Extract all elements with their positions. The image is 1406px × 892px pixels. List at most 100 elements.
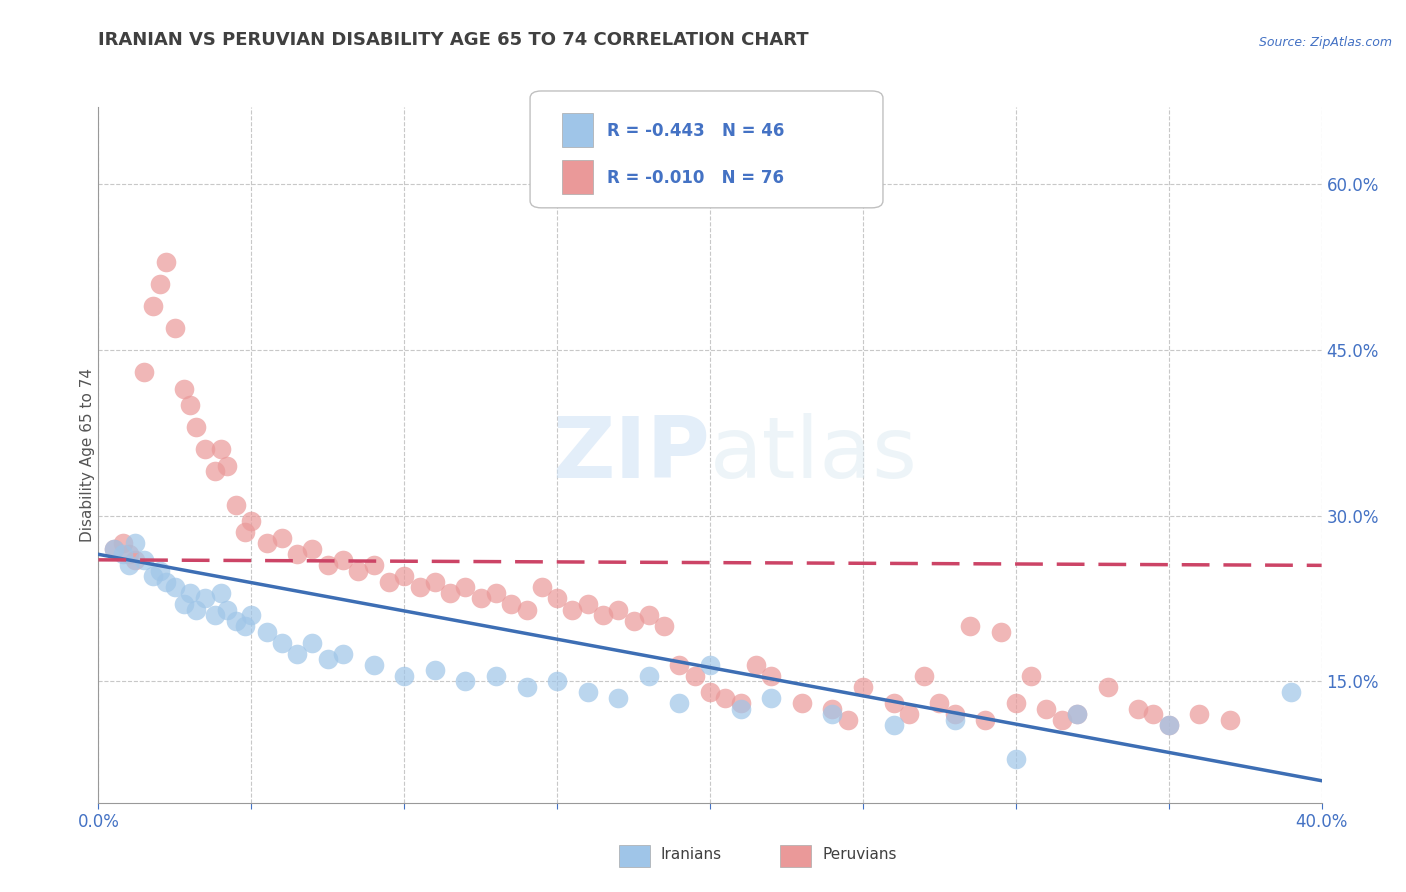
Point	[1157, 718, 1180, 732]
Point	[1004, 697, 1026, 711]
Point	[485, 586, 508, 600]
Point	[233, 619, 256, 633]
Point	[155, 574, 177, 589]
Point	[163, 321, 186, 335]
Point	[1050, 713, 1073, 727]
Point	[1128, 702, 1150, 716]
Point	[149, 277, 172, 291]
Point	[256, 624, 278, 639]
Point	[204, 465, 226, 479]
Point	[392, 669, 416, 683]
Point	[1157, 718, 1180, 732]
Point	[378, 574, 401, 589]
Point	[790, 697, 813, 711]
Point	[1004, 751, 1026, 765]
Point	[928, 697, 950, 711]
Point	[209, 586, 232, 600]
Point	[186, 602, 208, 616]
Point	[194, 442, 217, 457]
Point	[1066, 707, 1088, 722]
Point	[683, 669, 706, 683]
Point	[240, 514, 263, 528]
Point	[974, 713, 997, 727]
Point	[332, 553, 354, 567]
Text: Peruvians: Peruvians	[823, 847, 897, 862]
Point	[759, 690, 782, 705]
Y-axis label: Disability Age 65 to 74: Disability Age 65 to 74	[80, 368, 94, 542]
Point	[1035, 702, 1057, 716]
Point	[332, 647, 354, 661]
Point	[134, 365, 156, 379]
Point	[240, 608, 263, 623]
Point	[668, 657, 690, 672]
Point	[501, 597, 523, 611]
Point	[607, 602, 630, 616]
Point	[745, 657, 768, 672]
Point	[163, 581, 186, 595]
Point	[454, 581, 477, 595]
Point	[209, 442, 232, 457]
Point	[990, 624, 1012, 639]
Point	[837, 713, 859, 727]
Point	[576, 597, 599, 611]
Point	[652, 619, 675, 633]
Point	[821, 702, 844, 716]
Point	[111, 536, 134, 550]
Point	[897, 707, 920, 722]
Point	[516, 680, 538, 694]
Point	[363, 657, 385, 672]
Point	[561, 602, 583, 616]
Point	[111, 547, 134, 561]
Point	[285, 547, 308, 561]
Text: IRANIAN VS PERUVIAN DISABILITY AGE 65 TO 74 CORRELATION CHART: IRANIAN VS PERUVIAN DISABILITY AGE 65 TO…	[98, 31, 808, 49]
Point	[347, 564, 370, 578]
Point	[194, 591, 217, 606]
Point	[1019, 669, 1042, 683]
Point	[186, 420, 208, 434]
Text: R = -0.443   N = 46: R = -0.443 N = 46	[607, 122, 785, 140]
Point	[668, 697, 690, 711]
Point	[124, 536, 146, 550]
Point	[316, 558, 339, 573]
Point	[225, 614, 247, 628]
Point	[270, 531, 292, 545]
Point	[1142, 707, 1164, 722]
Point	[592, 608, 614, 623]
Point	[103, 541, 125, 556]
Point	[124, 553, 146, 567]
Point	[1066, 707, 1088, 722]
Point	[943, 707, 966, 722]
Point	[392, 569, 416, 583]
Point	[134, 553, 156, 567]
Point	[363, 558, 385, 573]
Point	[215, 602, 238, 616]
Point	[423, 663, 446, 677]
Point	[316, 652, 339, 666]
Point	[173, 597, 195, 611]
Point	[637, 608, 661, 623]
Point	[118, 547, 141, 561]
Point	[1279, 685, 1302, 699]
Point	[103, 541, 125, 556]
Point	[883, 697, 905, 711]
Point	[546, 591, 568, 606]
Point	[149, 564, 172, 578]
Point	[1097, 680, 1119, 694]
Point	[759, 669, 782, 683]
Point	[256, 536, 278, 550]
Point	[142, 299, 165, 313]
Point	[439, 586, 461, 600]
Point	[883, 718, 905, 732]
Point	[730, 702, 752, 716]
Point	[301, 541, 323, 556]
Point	[179, 586, 201, 600]
Point	[699, 657, 721, 672]
Point	[408, 581, 430, 595]
Point	[576, 685, 599, 699]
Point	[173, 382, 195, 396]
Point	[1188, 707, 1211, 722]
Point	[423, 574, 446, 589]
Point	[516, 602, 538, 616]
Point	[821, 707, 844, 722]
Point	[270, 635, 292, 649]
